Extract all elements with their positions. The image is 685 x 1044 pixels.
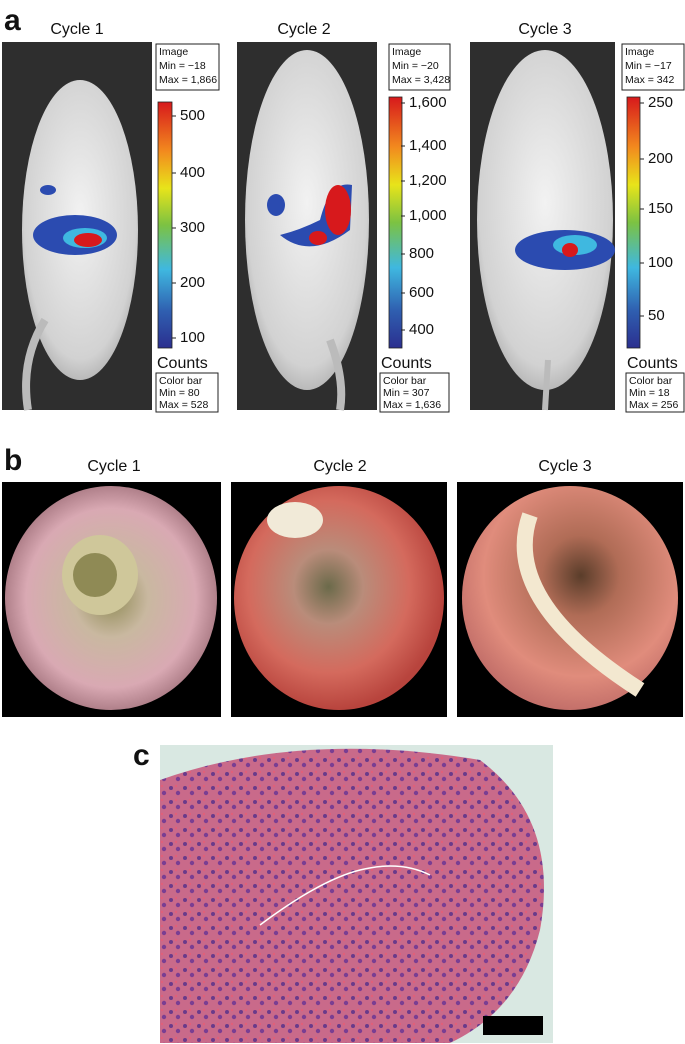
image-info: Image <box>625 46 654 58</box>
colorbar-info: Max = 256 <box>629 399 678 411</box>
colorbar-tick: 400 <box>409 321 434 338</box>
image-info: Image <box>392 46 421 58</box>
unit-label: Counts <box>381 355 432 372</box>
colorbars <box>157 96 641 349</box>
image-info: Min = −20 <box>392 60 439 72</box>
info-box <box>155 43 220 91</box>
colorbar-tick: 50 <box>648 307 665 324</box>
colorbar-tick: 100 <box>180 329 205 346</box>
histology-image <box>160 745 553 1043</box>
info-box <box>379 372 450 413</box>
colorbar-tick: 800 <box>409 245 434 262</box>
colorbar-info: Color bar <box>629 375 673 387</box>
cycle-title: Cycle 2 <box>313 458 366 475</box>
panel-label: c <box>133 739 150 772</box>
info-box <box>625 372 685 413</box>
colorbar-tick: 600 <box>409 284 434 301</box>
colorbar-tick: 1,600 <box>409 94 447 111</box>
image-info: Image <box>159 46 188 58</box>
colorbar-tick: 150 <box>648 200 673 217</box>
unit-label: Counts <box>157 355 208 372</box>
image-info: Max = 1,866 <box>159 74 217 86</box>
panel-label: b <box>4 444 22 477</box>
unit-label: Counts <box>627 355 678 372</box>
endoscopy-images <box>2 482 683 717</box>
colorbar-tick: 100 <box>648 254 673 271</box>
colorbar-tick: 200 <box>180 274 205 291</box>
cycle-title: Cycle 2 <box>277 21 330 38</box>
colorbar-info: Min = 80 <box>159 387 200 399</box>
colorbar-tick: 1,400 <box>409 137 447 154</box>
colorbar-tick: 300 <box>180 219 205 236</box>
colorbar-tick: 400 <box>180 164 205 181</box>
cycle-title: Cycle 1 <box>50 21 103 38</box>
panel-label: a <box>4 4 21 37</box>
colorbar-tick: 200 <box>648 150 673 167</box>
colorbar-tick: 1,000 <box>409 207 447 224</box>
bioluminescence-images <box>2 42 615 411</box>
image-info: Min = −18 <box>159 60 206 72</box>
scale-bar <box>483 1016 543 1035</box>
colorbar-info: Color bar <box>159 375 203 387</box>
image-info: Max = 3,428 <box>392 74 450 86</box>
image-info: Min = −17 <box>625 60 672 72</box>
info-box <box>155 372 219 413</box>
colorbar-info: Max = 1,636 <box>383 399 441 411</box>
image-info: Max = 342 <box>625 74 674 86</box>
colorbar-info: Color bar <box>383 375 427 387</box>
info-box <box>388 43 451 91</box>
cycle-title: Cycle 3 <box>518 21 571 38</box>
colorbar-tick: 500 <box>180 107 205 124</box>
colorbar-info: Min = 18 <box>629 387 670 399</box>
cycle-title: Cycle 1 <box>87 458 140 475</box>
info-box <box>621 43 685 91</box>
cycle-title: Cycle 3 <box>538 458 591 475</box>
colorbar-tick: 1,200 <box>409 172 447 189</box>
colorbar-info: Max = 528 <box>159 399 208 411</box>
colorbar-info: Min = 307 <box>383 387 430 399</box>
colorbar-tick: 250 <box>648 94 673 111</box>
